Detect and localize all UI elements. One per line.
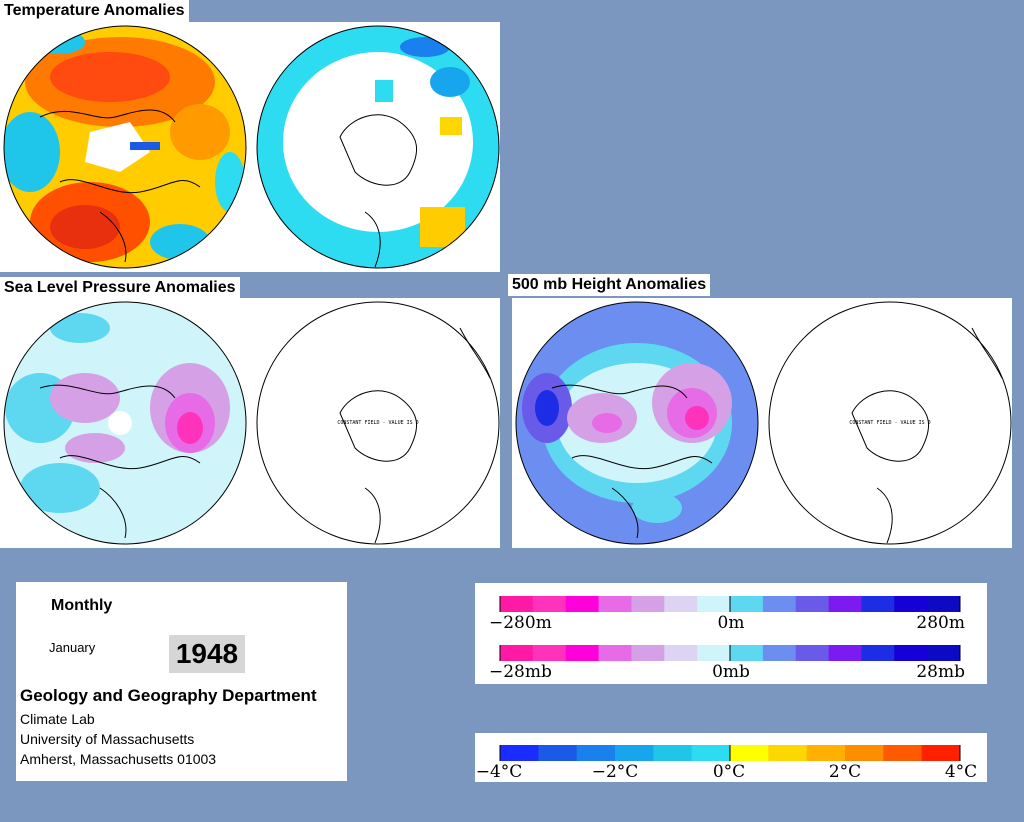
height500-constant-field-note: CONSTANT FIELD - VALUE IS 0 xyxy=(849,420,930,426)
temperature-south-globe xyxy=(257,26,499,268)
temperature-anomalies-title: Temperature Anomalies xyxy=(0,0,189,22)
pressure-bar-swatch xyxy=(500,645,534,661)
height-bar-swatch xyxy=(697,596,731,612)
temp-bar-swatch xyxy=(921,745,961,761)
anomaly-color-legend: −280m 0m 280m −28mb 0mb 28mb xyxy=(475,583,987,684)
temp-legend-label-5: 4°C xyxy=(945,762,977,782)
pressure-bar-swatch xyxy=(631,645,665,661)
temperature-color-bar xyxy=(499,745,961,761)
height-legend-max: 280m xyxy=(916,613,965,633)
period-label: Monthly xyxy=(51,597,113,614)
height-bar-swatch xyxy=(598,596,632,612)
temperature-map-panel xyxy=(0,22,500,272)
temp-bar-swatch xyxy=(576,745,616,761)
temp-bar-swatch xyxy=(768,745,808,761)
pressure-bar-swatch xyxy=(697,645,731,661)
height500-north-globe xyxy=(516,302,758,544)
info-box: Monthly January 1948 Geology and Geograp… xyxy=(16,582,347,781)
pressure-bar-swatch xyxy=(828,645,862,661)
department-name: Geology and Geography Department xyxy=(20,686,317,705)
temp-bar-swatch xyxy=(845,745,884,761)
pressure-bar-swatch xyxy=(532,645,567,661)
slp-south-globe: CONSTANT FIELD - VALUE IS 0 xyxy=(256,301,500,545)
address-line: Amherst, Massachusetts 01003 xyxy=(20,751,217,767)
height-bar-swatch xyxy=(532,596,567,612)
pressure-legend-center: 0mb xyxy=(712,662,750,682)
pressure-bar-swatch xyxy=(664,645,698,661)
pressure-bar-swatch xyxy=(762,645,797,661)
height-legend-center: 0m xyxy=(718,613,745,633)
temp-bar-swatch xyxy=(730,745,769,761)
temp-bar-swatch xyxy=(615,745,654,761)
temp-bar-swatch xyxy=(883,745,923,761)
height-legend-min: −280m xyxy=(489,613,552,633)
pressure-legend-min: −28mb xyxy=(489,662,552,682)
pressure-bar-swatch xyxy=(598,645,632,661)
height-bar-swatch xyxy=(631,596,665,612)
temp-bar-swatch xyxy=(806,745,846,761)
temp-legend-label-3: 0°C xyxy=(713,762,745,782)
temperature-color-legend: −4°C −2°C 0°C 2°C 4°C xyxy=(475,733,987,782)
pressure-legend-max: 28mb xyxy=(916,662,965,682)
height-bar-swatch xyxy=(565,596,600,612)
temp-bar-swatch xyxy=(691,745,731,761)
height-bar-swatch xyxy=(828,596,862,612)
height-bar-swatch xyxy=(762,596,797,612)
temp-legend-label-1: −4°C xyxy=(476,762,523,782)
slp-anomalies-title: Sea Level Pressure Anomalies xyxy=(0,277,240,299)
temp-bar-swatch xyxy=(538,745,578,761)
university-name: University of Massachusetts xyxy=(20,731,195,747)
height500-map-panel: CONSTANT FIELD - VALUE IS 0 xyxy=(512,298,1012,548)
temperature-north-globe xyxy=(4,26,246,268)
temp-legend-label-2: −2°C xyxy=(592,762,639,782)
pressure-bar-swatch xyxy=(565,645,600,661)
pressure-bar-swatch xyxy=(927,645,961,661)
slp-constant-field-note: CONSTANT FIELD - VALUE IS 0 xyxy=(337,420,418,426)
slp-north-globe xyxy=(4,302,246,544)
height-bar-swatch xyxy=(927,596,961,612)
height500-south-globe: CONSTANT FIELD - VALUE IS 0 xyxy=(768,301,1012,545)
month-label: January xyxy=(49,640,96,655)
temp-legend-label-4: 2°C xyxy=(829,762,861,782)
height-bar-swatch xyxy=(894,596,928,612)
pressure-bar-swatch xyxy=(861,645,895,661)
pressure-bar-swatch xyxy=(795,645,830,661)
pressure-color-bar xyxy=(499,645,961,661)
height-bar-swatch xyxy=(861,596,895,612)
year-display: 1948 xyxy=(169,635,245,673)
slp-map-panel: CONSTANT FIELD - VALUE IS 0 xyxy=(0,298,500,548)
temp-bar-swatch xyxy=(653,745,693,761)
height-bar-swatch xyxy=(730,596,764,612)
height500-anomalies-title: 500 mb Height Anomalies xyxy=(508,274,711,296)
temp-bar-swatch xyxy=(500,745,539,761)
height-bar-swatch xyxy=(500,596,534,612)
height-color-bar xyxy=(499,596,961,612)
pressure-bar-swatch xyxy=(730,645,764,661)
lab-name: Climate Lab xyxy=(20,711,95,727)
pressure-bar-swatch xyxy=(894,645,928,661)
height-bar-swatch xyxy=(664,596,698,612)
height-bar-swatch xyxy=(795,596,830,612)
